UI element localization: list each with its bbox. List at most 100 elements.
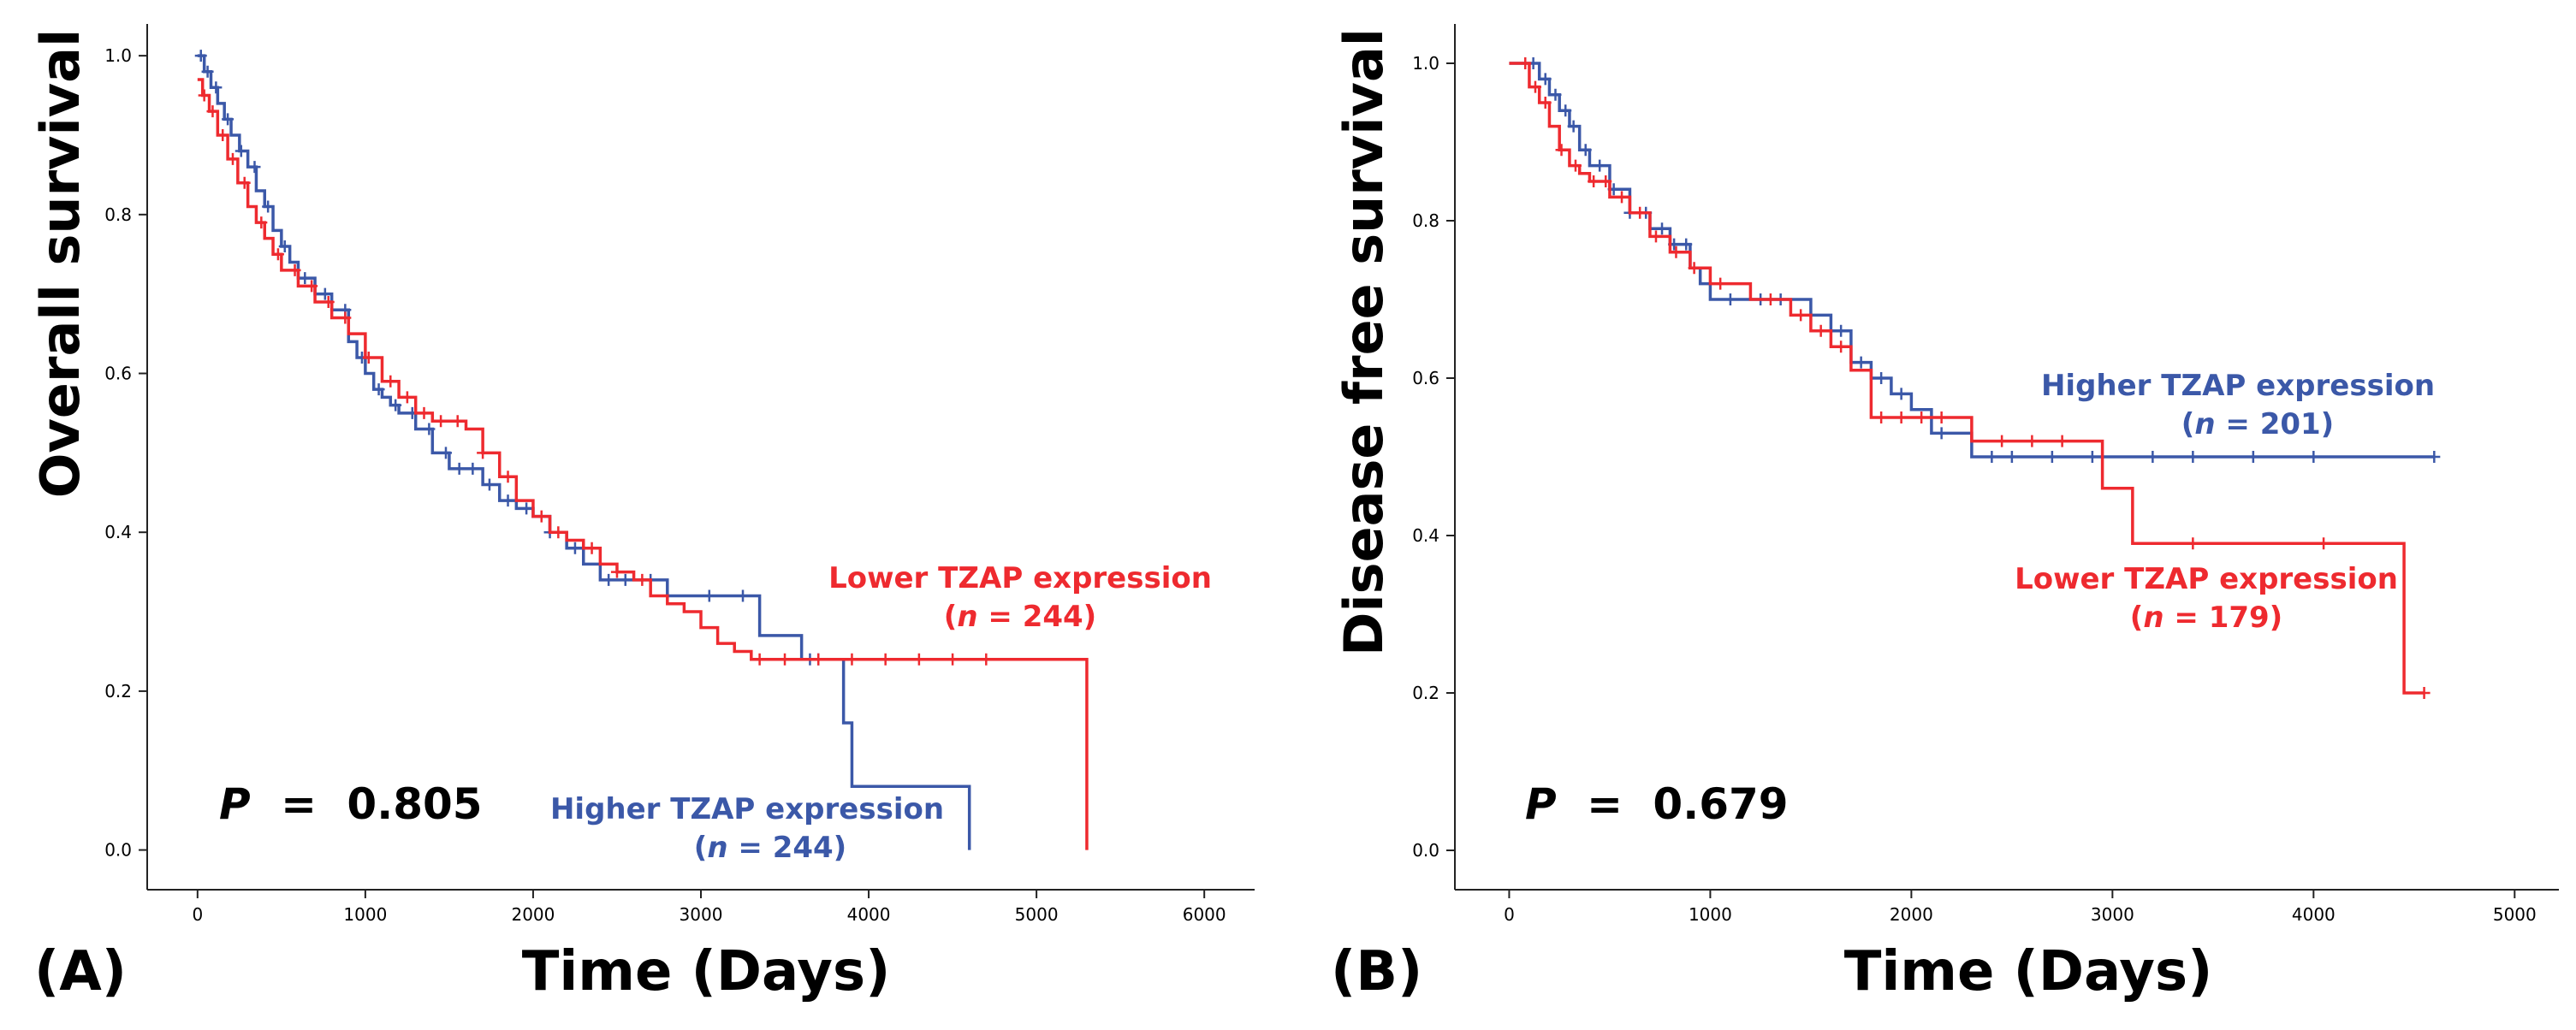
- censor-mark: [451, 415, 464, 428]
- censor-mark: [466, 462, 479, 475]
- p-equals: =: [1587, 779, 1623, 829]
- censor-mark: [1569, 159, 1582, 172]
- censor-mark: [737, 589, 750, 602]
- panel-a-xlabel: Time (Days): [522, 940, 891, 1003]
- censor-mark: [201, 65, 214, 78]
- panel-b-lower-legend-name: Lower TZAP expression: [2015, 562, 2398, 596]
- panel-a-lower-legend-n: (n = 244): [944, 600, 1096, 634]
- panel-b-axes: 0.0 0.2 0.4 0.6 0.8 1.0 0 1000 2000 3000 4000 5000: [1412, 24, 2559, 925]
- censor-mark: [198, 89, 211, 102]
- y-tick-label: 0.2: [104, 681, 132, 701]
- censor-mark: [502, 494, 514, 507]
- panel-b-lower-legend-n: (n = 179): [2130, 601, 2282, 635]
- censor-mark: [1539, 97, 1552, 109]
- n-value: = 179): [2174, 601, 2282, 635]
- panel-a-label: (A): [34, 940, 127, 1003]
- censor-mark: [2187, 451, 2199, 463]
- n-value: = 244): [988, 600, 1096, 634]
- censor-mark: [1549, 88, 1562, 101]
- censor-mark: [879, 653, 892, 666]
- censor-mark: [1814, 324, 1827, 337]
- n-value: = 244): [738, 831, 846, 865]
- censor-mark: [477, 447, 490, 459]
- censor-mark: [980, 653, 993, 666]
- x-tick-label: 4000: [2292, 904, 2336, 925]
- censor-mark: [846, 653, 858, 666]
- censor-mark: [1670, 246, 1683, 258]
- censor-mark: [389, 399, 402, 411]
- censor-mark: [238, 176, 251, 189]
- censor-mark: [2056, 435, 2069, 447]
- censor-mark: [1985, 451, 1998, 463]
- censor-mark: [779, 653, 792, 666]
- censor-mark: [610, 565, 623, 578]
- censor-mark: [2307, 451, 2320, 463]
- censor-mark: [1935, 411, 1948, 423]
- panel-a-p-value: P = 0.805: [219, 779, 483, 829]
- censor-mark: [1594, 159, 1606, 172]
- censor-mark: [1555, 144, 1568, 157]
- censor-mark: [1656, 222, 1669, 235]
- y-tick-label: 0.6: [104, 364, 132, 384]
- censor-mark: [1835, 340, 1848, 353]
- censor-mark: [1579, 144, 1592, 157]
- censor-mark: [1935, 427, 1948, 440]
- censor-mark: [1875, 372, 1888, 384]
- y-tick-label: 1.0: [104, 45, 132, 66]
- censor-mark: [322, 295, 335, 308]
- censor-mark: [418, 406, 430, 419]
- panel-b-label: (B): [1331, 940, 1422, 1003]
- x-tick-label: 0: [192, 904, 203, 925]
- panel-a-lower-curve: [197, 78, 1089, 850]
- censor-mark: [1680, 238, 1693, 251]
- panel-b-ylabel: Disease free survival: [1333, 28, 1395, 656]
- panel-b-xlabel: Time (Days): [1844, 940, 2213, 1003]
- p-number: 0.805: [347, 779, 482, 829]
- censor-mark: [194, 50, 207, 62]
- censor-mark: [1588, 175, 1600, 187]
- censor-mark: [435, 415, 448, 428]
- censor-mark: [339, 311, 352, 324]
- y-tick-label: 0.2: [1412, 683, 1439, 703]
- censor-mark: [912, 653, 925, 666]
- censor-mark: [1528, 80, 1541, 93]
- panel-b-higher-legend-n: (n = 201): [2181, 407, 2334, 441]
- censor-mark: [568, 542, 581, 554]
- censor-mark: [947, 653, 959, 666]
- panel-b-higher-legend-name: Higher TZAP expression: [2041, 369, 2435, 403]
- n-symbol: n: [2143, 601, 2163, 635]
- p-equals: =: [281, 779, 317, 829]
- censor-mark: [423, 423, 436, 435]
- panel-a-higher-legend-name: Higher TZAP expression: [550, 792, 944, 826]
- censor-mark: [602, 573, 615, 586]
- censor-mark: [299, 272, 312, 285]
- n-symbol: n: [957, 600, 977, 634]
- censor-mark: [552, 526, 565, 539]
- censor-mark: [1567, 120, 1580, 133]
- x-tick-label: 2000: [511, 904, 555, 925]
- x-tick-label: 6000: [1183, 904, 1226, 925]
- censor-mark: [1895, 388, 1908, 400]
- censor-mark: [372, 383, 385, 396]
- censor-mark: [1688, 262, 1701, 275]
- censor-mark: [2045, 451, 2058, 463]
- censor-mark: [636, 573, 649, 586]
- y-tick-label: 0.4: [1412, 525, 1439, 546]
- censor-mark: [262, 200, 275, 213]
- censor-mark: [1895, 411, 1908, 423]
- censor-mark: [226, 152, 239, 165]
- censor-mark: [217, 128, 229, 141]
- panel-b: 0.00.20.40.60.81.00 1000 2000 3000 4000 5000 …: [1331, 24, 2559, 1003]
- censor-mark: [401, 391, 413, 404]
- censor-mark: [753, 653, 766, 666]
- censor-mark: [483, 478, 496, 491]
- y-tick-label: 0.0: [1412, 840, 1439, 861]
- survival-curve: [197, 54, 971, 850]
- y-tick-label: 0.6: [1412, 368, 1439, 388]
- n-symbol: n: [2194, 407, 2215, 441]
- censor-mark: [234, 145, 247, 157]
- censor-mark: [271, 248, 284, 261]
- censor-mark: [206, 105, 219, 118]
- censor-mark: [2146, 451, 2159, 463]
- censor-mark: [703, 589, 715, 602]
